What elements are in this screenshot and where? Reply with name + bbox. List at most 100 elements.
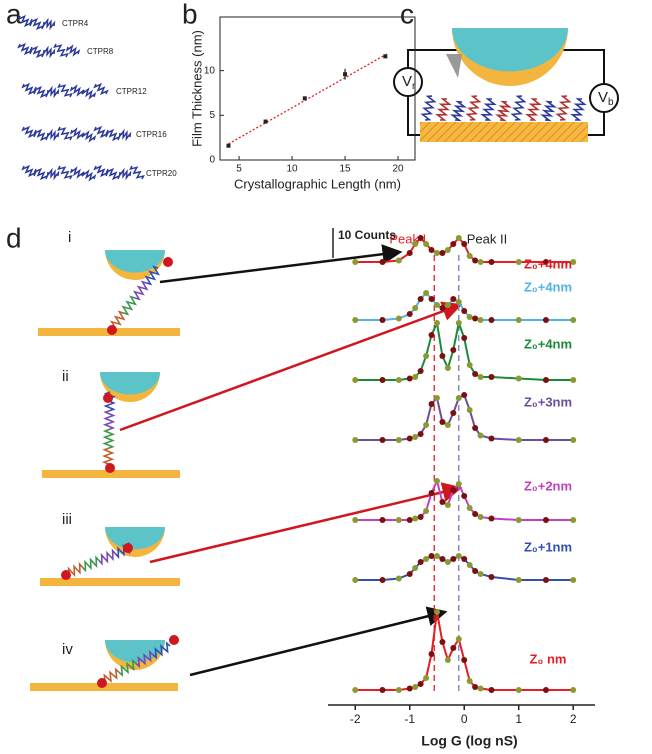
peak-label: Peak II	[467, 231, 507, 246]
histogram-point	[472, 315, 479, 322]
histogram-point	[423, 290, 430, 296]
plot-frame	[219, 16, 416, 161]
histogram-point	[542, 317, 549, 323]
y-tick-label: 0	[209, 155, 215, 166]
state-label: iii	[62, 511, 72, 528]
histogram-point	[428, 401, 435, 407]
helix	[144, 265, 161, 286]
anchor-atom	[123, 543, 133, 553]
anchor-atom	[107, 325, 117, 335]
series-label: Z₀+2nm	[524, 478, 572, 493]
helix	[540, 100, 558, 122]
histogram-point	[461, 308, 468, 314]
histogram-point	[488, 374, 495, 380]
helix	[17, 42, 33, 56]
histogram-point	[450, 410, 457, 416]
histogram-point	[444, 422, 451, 428]
histogram-point	[423, 556, 430, 562]
helix	[46, 167, 60, 181]
histogram-point	[477, 432, 484, 439]
helix	[465, 95, 482, 121]
histogram-point	[423, 353, 430, 359]
point	[383, 54, 388, 59]
histogram-point	[439, 353, 446, 359]
panel-label: d	[6, 222, 22, 253]
helix	[129, 165, 145, 180]
helix	[57, 165, 73, 180]
x-tick-label: -2	[350, 712, 361, 726]
helix	[81, 555, 100, 573]
histogram-point	[412, 241, 419, 247]
histogram-point	[466, 253, 473, 259]
helix	[93, 164, 109, 178]
histogram-point	[477, 374, 484, 380]
histogram-point	[428, 490, 435, 496]
voltage-main: V	[598, 89, 608, 106]
histogram-point	[412, 434, 419, 440]
histogram-point	[412, 374, 419, 380]
histogram-point	[461, 392, 468, 398]
histogram-point	[444, 365, 451, 371]
histogram-point	[417, 368, 424, 374]
histogram-point	[352, 687, 359, 693]
helix	[21, 125, 37, 139]
histogram-point	[444, 302, 451, 308]
histogram-point	[515, 517, 522, 523]
histogram-point	[352, 317, 359, 323]
point	[263, 119, 268, 124]
helix	[118, 658, 137, 678]
histogram-point	[450, 556, 457, 562]
helix	[81, 87, 97, 100]
histogram-point	[379, 517, 386, 523]
histogram-point	[406, 517, 413, 523]
histogram-point	[417, 296, 424, 302]
histogram-point	[488, 574, 495, 580]
protein-label: CTPR12	[116, 87, 147, 96]
histogram-point	[515, 259, 522, 265]
fit-line	[228, 53, 388, 145]
histogram-point	[406, 571, 413, 577]
histogram-point	[515, 375, 522, 382]
x-tick-label: 2	[570, 712, 577, 726]
histogram-point	[515, 687, 522, 693]
helix	[46, 85, 60, 99]
point	[226, 143, 231, 148]
arrow	[189, 606, 448, 677]
histogram-point	[466, 407, 473, 413]
histogram-point	[433, 302, 440, 308]
voltage-source	[589, 83, 619, 113]
histogram-point	[352, 437, 359, 443]
histogram-point	[455, 636, 462, 642]
helix	[98, 548, 117, 566]
helix	[69, 127, 85, 140]
arrow	[159, 244, 403, 284]
circuit	[407, 49, 605, 136]
histogram-point	[461, 657, 468, 663]
histogram-point	[542, 687, 549, 693]
histogram-point	[379, 577, 386, 583]
substrate	[42, 470, 180, 478]
helix	[435, 98, 452, 121]
helix	[121, 295, 138, 316]
series-label: Z₀+4nm	[524, 279, 572, 294]
panel-label: b	[182, 0, 198, 29]
helix	[29, 45, 45, 59]
histogram-point	[444, 247, 451, 253]
histogram-point	[395, 437, 402, 443]
histogram-point	[423, 508, 430, 514]
protein-label: CTPR4	[62, 19, 89, 28]
histogram-point	[461, 335, 468, 341]
histogram-point	[439, 556, 446, 562]
point	[302, 96, 307, 101]
histogram-point	[515, 577, 522, 583]
histogram-point	[406, 311, 413, 317]
histogram-point	[477, 514, 484, 520]
histogram-point	[352, 577, 359, 583]
histogram-fit	[355, 291, 574, 321]
anchor-atom	[169, 635, 179, 645]
histogram-point	[444, 559, 451, 565]
histogram-point	[515, 317, 522, 323]
histogram-point	[417, 431, 424, 437]
helix	[105, 167, 121, 181]
histogram-point	[379, 317, 386, 323]
